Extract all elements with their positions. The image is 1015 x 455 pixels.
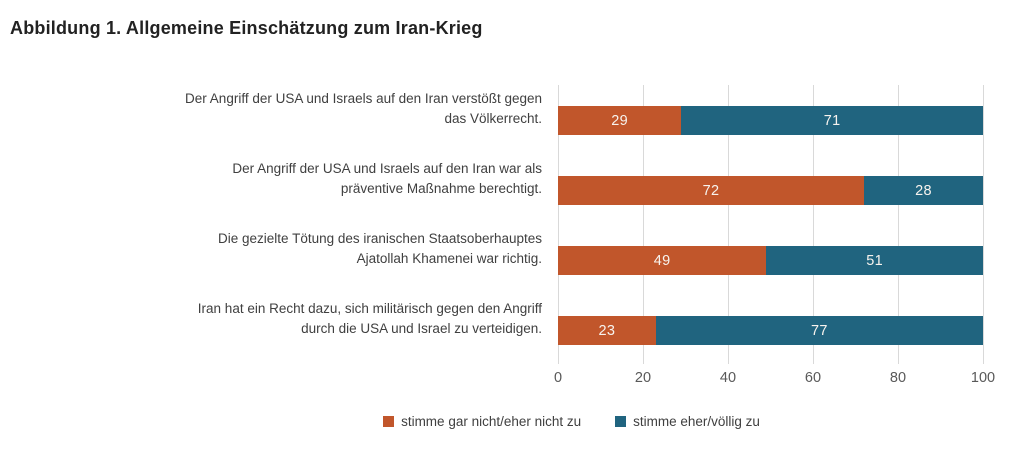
plot-area: [558, 85, 984, 364]
value-label: 23: [598, 322, 616, 339]
bar-segment-disagree: 23: [558, 316, 656, 345]
value-label: 28: [915, 182, 932, 199]
stacked-bar: 72 28: [558, 176, 983, 205]
value-label: 72: [702, 182, 720, 199]
category-label: Die gezielte Tötung des iranischen Staat…: [0, 229, 542, 269]
x-axis-tick-label: 40: [719, 370, 737, 386]
bar-segment-agree: 28: [864, 176, 983, 205]
bar-segment-agree: 51: [766, 246, 983, 275]
category-label-line: präventive Maßnahme berechtigt.: [340, 181, 542, 196]
gridline-20: [643, 85, 644, 364]
stacked-bar: 23 77: [558, 316, 983, 345]
gridline-40: [728, 85, 729, 364]
legend-swatch-agree: [615, 416, 627, 427]
value-label: 77: [811, 322, 828, 339]
value-label: 29: [611, 112, 628, 129]
bar-row: Der Angriff der USA und Israels auf den …: [0, 88, 1015, 158]
bar-row: Iran hat ein Recht dazu, sich militärisc…: [0, 298, 1015, 368]
legend-label: stimme eher/völlig zu: [633, 414, 760, 429]
stacked-bar: 49 51: [558, 246, 983, 275]
legend-swatch-disagree: [383, 416, 395, 427]
gridline-80: [898, 85, 899, 364]
category-label-line: Ajatollah Khamenei war richtig.: [356, 251, 542, 266]
bar-segment-agree: 77: [655, 316, 983, 345]
figure-title: Abbildung 1. Allgemeine Einschätzung zum…: [10, 18, 483, 38]
x-axis-tick-label: 20: [634, 370, 652, 386]
legend-label: stimme gar nicht/eher nicht zu: [401, 414, 582, 429]
stacked-bar: 29 71: [558, 106, 983, 135]
bar-segment-disagree: 49: [558, 246, 767, 275]
bar-segment-disagree: 29: [558, 106, 682, 135]
category-label: Der Angriff der USA und Israels auf den …: [0, 89, 542, 129]
bar-segment-disagree: 72: [558, 176, 864, 205]
category-label-line: Iran hat ein Recht dazu, sich militärisc…: [197, 301, 542, 316]
category-label: Iran hat ein Recht dazu, sich militärisc…: [0, 299, 542, 339]
category-label-line: Die gezielte Tötung des iranischen Staat…: [218, 231, 542, 246]
value-label: 51: [866, 252, 883, 269]
x-axis-tick-label: 80: [889, 370, 907, 386]
x-axis: 0 20 40 60 80 100: [554, 370, 995, 390]
gridline-0: [558, 85, 559, 364]
gridline-60: [813, 85, 814, 364]
category-label-line: Der Angriff der USA und Israels auf den …: [185, 91, 542, 106]
legend: stimme gar nicht/eher nicht zu stimme eh…: [64, 414, 1015, 429]
category-label-line: durch die USA und Israel zu verteidigen.: [301, 321, 542, 336]
bar-row: Der Angriff der USA und Israels auf den …: [0, 158, 1015, 228]
value-label: 49: [653, 252, 671, 269]
x-axis-tick-label: 0: [553, 370, 563, 386]
value-label: 71: [823, 112, 841, 129]
category-label-line: das Völkerrecht.: [444, 111, 542, 126]
category-label-line: Der Angriff der USA und Israels auf den …: [232, 161, 542, 176]
bar-segment-agree: 71: [681, 106, 983, 135]
category-label: Der Angriff der USA und Israels auf den …: [0, 159, 542, 199]
legend-item-disagree: stimme gar nicht/eher nicht zu: [383, 414, 581, 429]
legend-item-agree: stimme eher/völlig zu: [615, 414, 760, 429]
bar-row: Die gezielte Tötung des iranischen Staat…: [0, 228, 1015, 298]
gridline-100: [983, 85, 984, 364]
x-axis-tick-label: 60: [804, 370, 822, 386]
x-axis-tick-label: 100: [970, 370, 996, 386]
